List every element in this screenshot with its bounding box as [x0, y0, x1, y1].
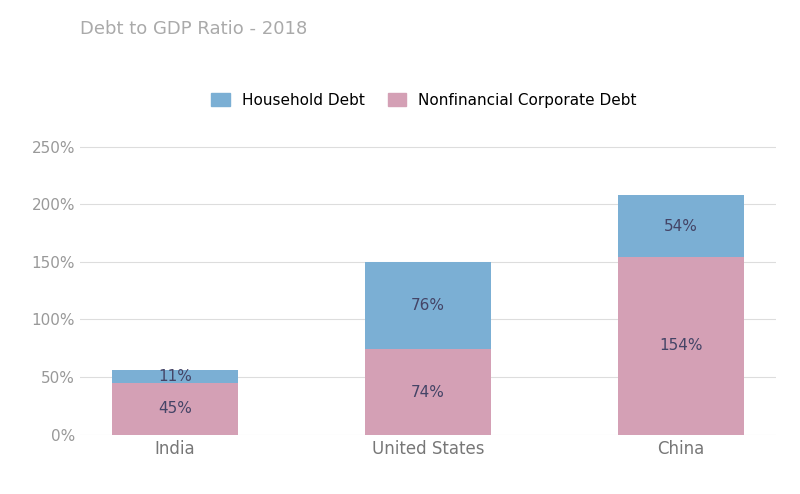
Text: 74%: 74%: [411, 384, 445, 400]
Bar: [618, 257, 744, 435]
Text: 54%: 54%: [664, 218, 698, 234]
Text: 76%: 76%: [411, 298, 445, 313]
Legend: Household Debt, Nonfinancial Corporate Debt: Household Debt, Nonfinancial Corporate D…: [205, 86, 643, 114]
Bar: [112, 370, 238, 383]
Text: 11%: 11%: [158, 369, 192, 384]
Bar: [112, 383, 238, 435]
Text: 45%: 45%: [158, 401, 192, 416]
Bar: [365, 262, 491, 349]
Text: Debt to GDP Ratio - 2018: Debt to GDP Ratio - 2018: [80, 20, 307, 38]
Bar: [365, 349, 491, 435]
Bar: [618, 195, 744, 257]
Text: 154%: 154%: [659, 338, 703, 354]
